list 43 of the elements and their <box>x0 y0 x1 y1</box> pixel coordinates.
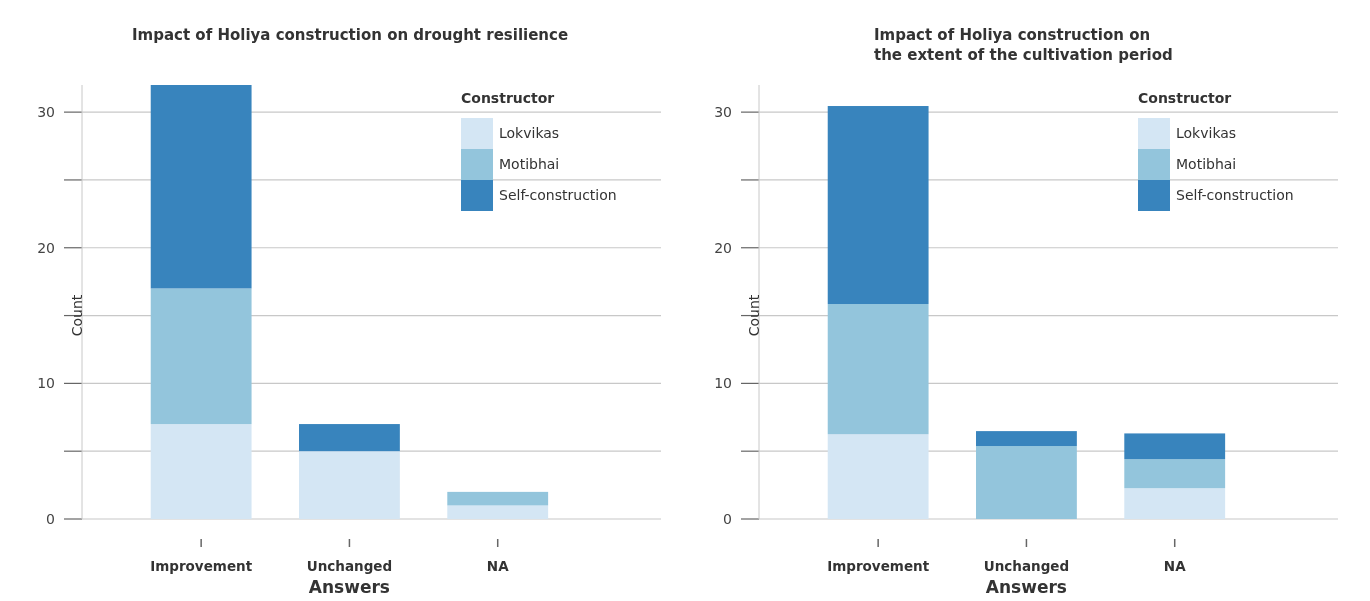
legend-label: Self-construction <box>499 186 617 203</box>
chart-title: Impact of Holiya construction on the extent of the cultivation period <box>874 26 1173 64</box>
x-tick-label: NA <box>486 558 510 574</box>
y-tick-label: 10 <box>37 375 55 392</box>
y-tick-label: 20 <box>714 239 732 256</box>
y-axis-title: Count <box>69 294 85 337</box>
x-tick-label: Unchanged <box>306 558 393 574</box>
bar <box>1124 459 1226 489</box>
legend-title: Constructor <box>461 90 555 106</box>
bar <box>1124 488 1226 519</box>
legend-title: Constructor <box>1138 90 1232 106</box>
bar <box>976 446 1077 519</box>
legend-label: Lokvikas <box>499 124 560 141</box>
chart-title: Impact of Holiya construction on drought resilience <box>132 26 569 44</box>
x-tick-label: Improvement <box>827 558 930 574</box>
y-tick-label: 30 <box>37 104 55 121</box>
x-tick-label: NA <box>1163 558 1187 574</box>
legend-label: Motibhai <box>1176 155 1237 172</box>
bar <box>827 434 929 519</box>
y-tick-label: 10 <box>714 375 732 392</box>
x-tick-label: Unchanged <box>983 558 1070 574</box>
y-axis-title: Count <box>746 294 762 337</box>
legend-label: Lokvikas <box>1176 124 1237 141</box>
y-tick-label: 30 <box>714 104 732 121</box>
legend-label: Self-construction <box>1176 186 1294 203</box>
bar <box>1124 433 1226 460</box>
bar <box>150 288 252 425</box>
bar <box>976 431 1077 447</box>
bar <box>447 491 549 506</box>
bar <box>447 505 549 519</box>
bar <box>299 424 400 452</box>
y-tick-label: 20 <box>37 239 55 256</box>
y-tick-label: 0 <box>723 510 732 527</box>
bar <box>150 85 252 289</box>
bar <box>827 304 929 435</box>
bar <box>150 424 252 519</box>
bar <box>299 451 400 519</box>
bar <box>827 106 929 305</box>
y-tick-label: 0 <box>46 510 55 527</box>
x-axis-title: Answers <box>308 577 390 597</box>
x-tick-label: Improvement <box>150 558 253 574</box>
legend-label: Motibhai <box>499 155 560 172</box>
x-axis-title: Answers <box>985 577 1067 597</box>
